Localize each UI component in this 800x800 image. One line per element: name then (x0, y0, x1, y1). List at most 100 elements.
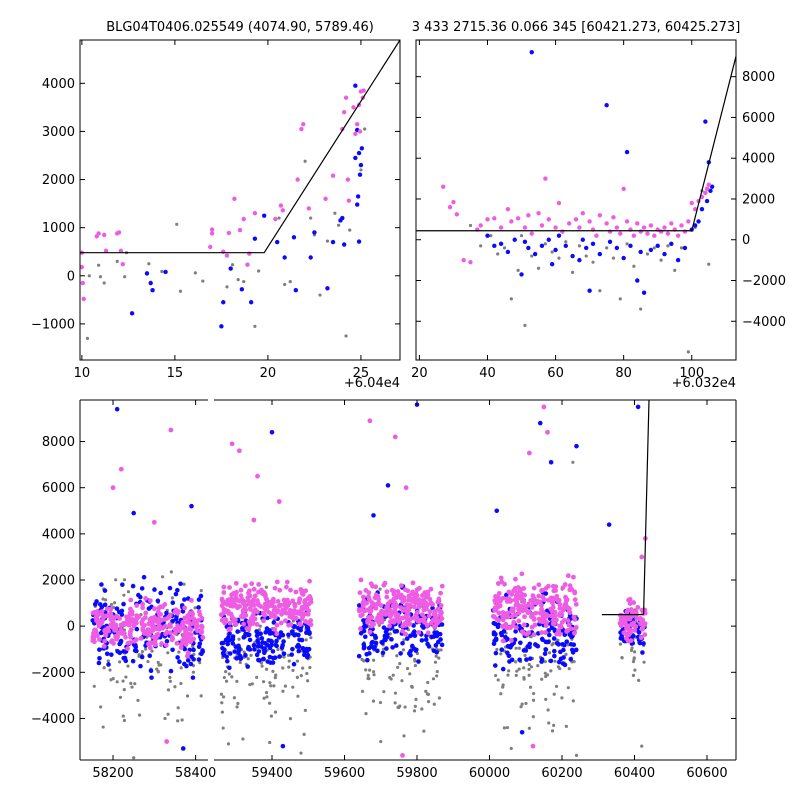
magenta-data-point (510, 622, 516, 628)
magenta-data-point (529, 605, 535, 610)
magenta-data-point (128, 597, 134, 603)
magenta-data-point (252, 593, 258, 599)
magenta-data-point (156, 620, 161, 626)
magenta-data-point (360, 594, 366, 600)
magenta-data-point (274, 622, 280, 628)
magenta-data-point (174, 640, 180, 646)
blue-data-point (552, 648, 557, 654)
gray-data-point (268, 701, 272, 705)
gray-data-point (126, 590, 131, 594)
gray-data-point (287, 665, 291, 669)
blue-data-point (624, 149, 630, 155)
magenta-data-point (103, 248, 109, 253)
gray-data-point (501, 685, 505, 689)
magenta-data-point (531, 617, 537, 622)
gray-outlier-point (574, 753, 579, 757)
gray-data-point (382, 618, 387, 622)
blue-data-point (184, 663, 189, 669)
blue-data-point (230, 641, 236, 646)
gray-data-point (630, 646, 634, 650)
magenta-data-point (686, 219, 691, 224)
magenta-data-point (629, 622, 634, 628)
magenta-data-point (642, 632, 648, 637)
gray-data-point (264, 585, 268, 589)
blue-data-point (224, 658, 230, 664)
blue-data-point (539, 636, 545, 642)
magenta-data-point (540, 617, 545, 622)
gray-data-point (246, 657, 250, 661)
magenta-data-point (366, 590, 372, 596)
blue-data-point (270, 649, 276, 654)
magenta-data-point (128, 627, 134, 633)
gray-data-point (564, 652, 568, 656)
blue-data-point (699, 206, 705, 212)
magenta-outlier-point (151, 519, 157, 525)
magenta-data-point (496, 610, 502, 616)
magenta-data-point (288, 622, 294, 627)
blue-data-point (120, 582, 125, 587)
gray-data-point (271, 669, 275, 673)
blue-data-point (621, 255, 626, 261)
blue-data-point (196, 605, 201, 610)
magenta-data-point (417, 585, 422, 591)
blue-data-point (189, 654, 194, 659)
gray-data-point (281, 666, 285, 670)
gray-data-point (193, 271, 197, 275)
blue-data-point (404, 636, 410, 641)
magenta-data-point (461, 257, 466, 263)
magenta-outlier-point (367, 418, 373, 424)
magenta-data-point (633, 623, 639, 629)
blue-data-point (380, 650, 386, 656)
magenta-data-point (278, 602, 284, 608)
magenta-data-point (411, 604, 417, 610)
blue-data-point (558, 656, 564, 662)
blue-data-point (641, 641, 646, 646)
magenta-data-point (662, 225, 667, 230)
blue-data-point (141, 574, 147, 580)
gray-data-point (253, 324, 257, 328)
gray-data-point (291, 619, 295, 623)
blue-data-point (704, 198, 710, 204)
gray-data-point (157, 663, 161, 667)
gray-data-point (121, 679, 125, 683)
blue-data-point (341, 242, 347, 247)
blue-data-point (499, 647, 504, 653)
gray-data-point (413, 704, 417, 708)
magenta-data-point (399, 583, 404, 589)
gray-data-point (160, 269, 164, 274)
magenta-data-point (492, 216, 497, 221)
blue-data-point (434, 649, 440, 655)
blue-data-point (312, 230, 317, 235)
magenta-data-point (280, 607, 285, 613)
magenta-data-point (454, 212, 460, 217)
magenta-data-point (565, 618, 571, 623)
magenta-data-point (635, 605, 641, 610)
gray-data-point (405, 666, 410, 671)
gray-data-point (262, 696, 266, 700)
magenta-data-point (648, 223, 654, 228)
magenta-data-point (549, 608, 555, 614)
magenta-data-point (422, 619, 427, 625)
magenta-data-point (298, 622, 303, 627)
blue-data-point (243, 652, 248, 658)
magenta-data-point (233, 580, 239, 586)
magenta-data-point (278, 203, 284, 208)
magenta-outlier-point (236, 448, 242, 454)
magenta-data-point (90, 638, 96, 644)
blue-data-point (114, 606, 120, 611)
gray-data-point (156, 670, 160, 674)
magenta-data-point (184, 619, 190, 625)
magenta-data-point (372, 595, 378, 601)
magenta-data-point (80, 264, 85, 270)
gray-data-point (156, 660, 160, 665)
magenta-data-point (221, 609, 227, 615)
blue-data-point (219, 640, 225, 646)
blue-data-point (150, 288, 155, 293)
blue-data-point (98, 630, 104, 636)
gray-data-point (543, 659, 547, 664)
gray-data-point (176, 719, 180, 723)
blue-data-point (543, 639, 549, 645)
magenta-data-point (299, 126, 304, 132)
blue-outlier-point (606, 522, 612, 527)
blue-data-point (493, 663, 498, 668)
